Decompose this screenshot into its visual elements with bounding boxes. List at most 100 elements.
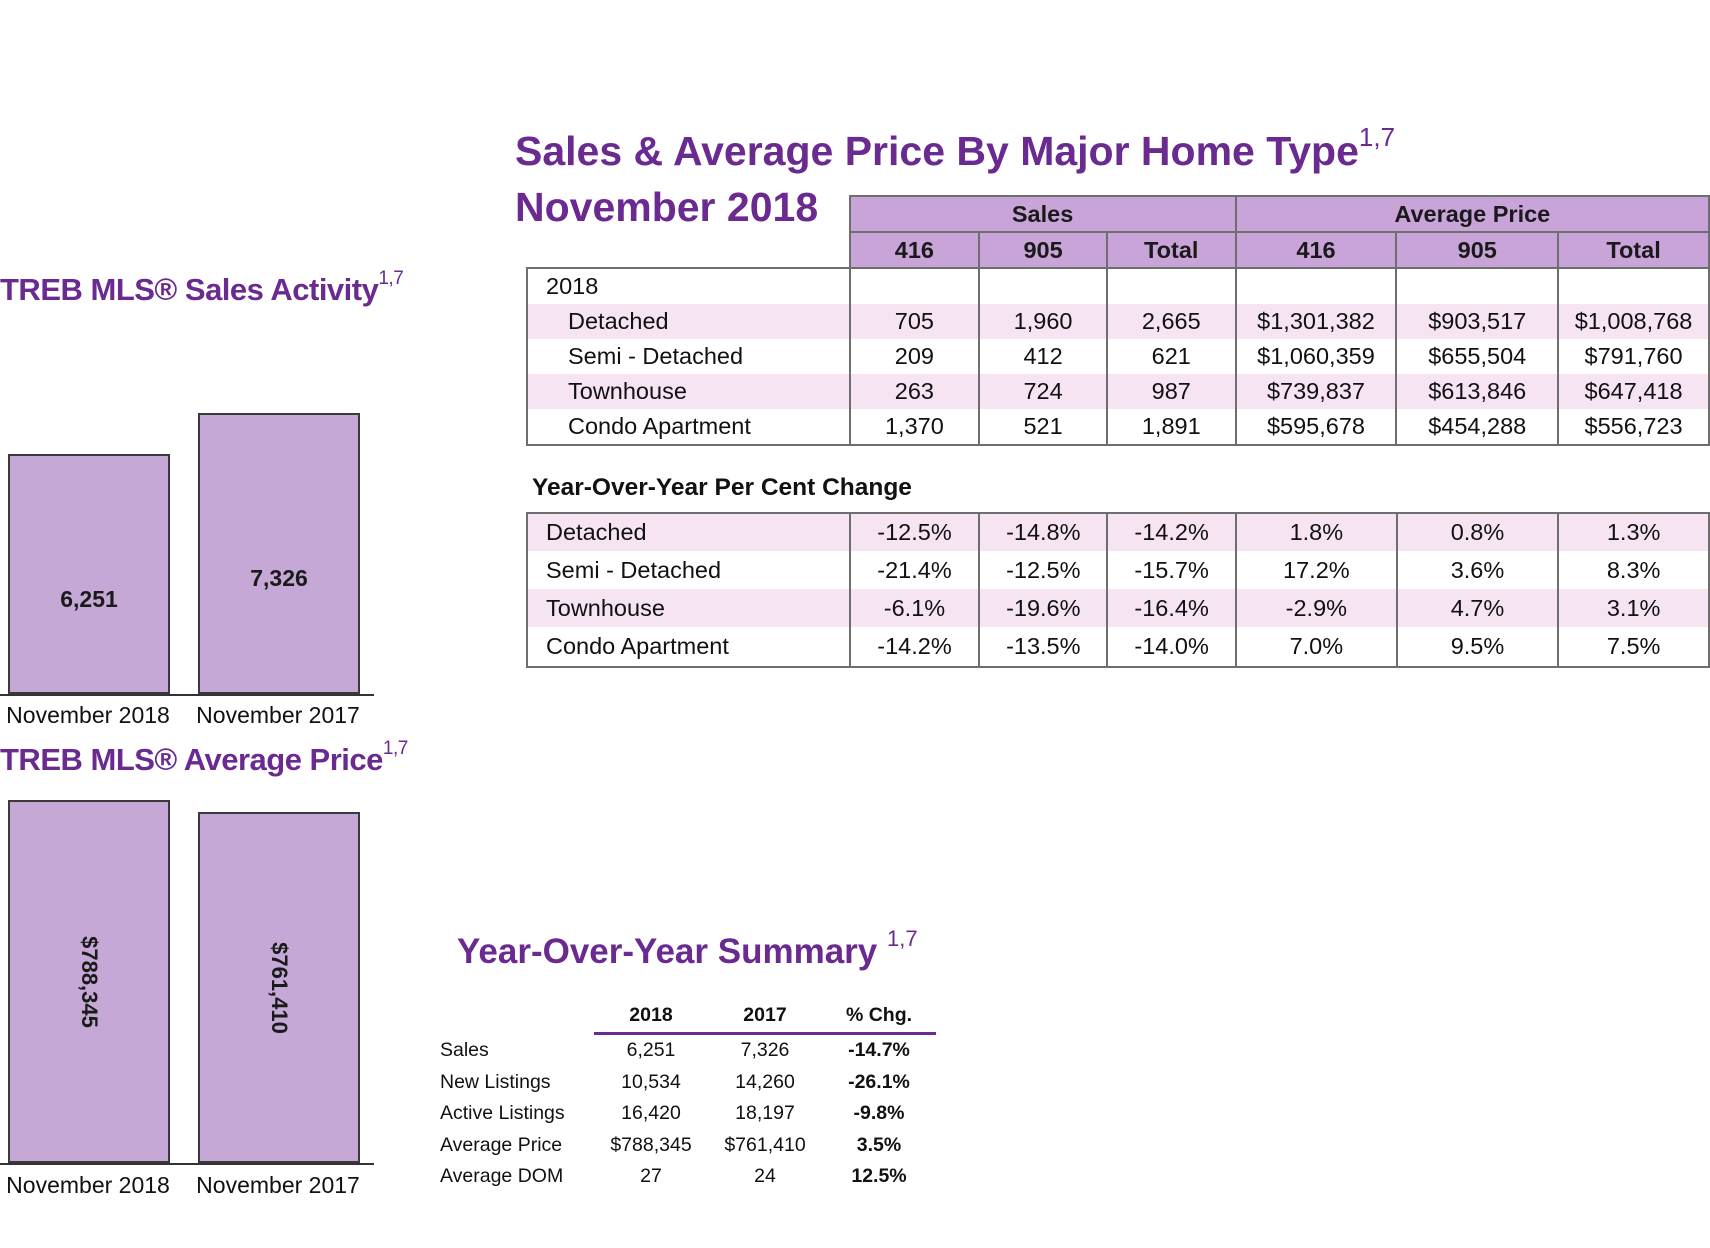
column-header: Total <box>1557 231 1710 269</box>
price-bar-label: $788,345 <box>77 935 102 1028</box>
cell: 7.5% <box>1557 627 1710 668</box>
cell: $613,846 <box>1395 374 1560 409</box>
cell: 621 <box>1105 339 1237 374</box>
sales-x-axis <box>0 694 374 696</box>
cell: $1,060,359 <box>1234 339 1398 374</box>
average-price-title: TREB MLS® Average Price1,7 <box>0 738 408 777</box>
cell: -14.8% <box>978 512 1109 551</box>
column-header: 905 <box>1395 231 1560 269</box>
cell: $655,504 <box>1395 339 1560 374</box>
summary-2017: 14,260 <box>735 1070 795 1093</box>
cell: -13.5% <box>978 627 1109 668</box>
table-row: Detached -12.5% -14.8% -14.2% 1.8% 0.8% … <box>526 512 1710 551</box>
cell: -2.9% <box>1235 589 1398 627</box>
summary-2018: 10,534 <box>621 1070 681 1093</box>
cell: $556,723 <box>1557 409 1710 446</box>
table-row: Semi - Detached 209 412 621 $1,060,359 $… <box>526 339 1710 374</box>
column-header: Total <box>1105 231 1237 269</box>
table-row: Townhouse 263 724 987 $739,837 $613,846 … <box>526 374 1710 409</box>
cell: $595,678 <box>1234 409 1398 446</box>
cell: 9.5% <box>1395 627 1560 668</box>
sales-bar-nov-2017: 7,326 <box>198 413 360 694</box>
summary-title: Year-Over-Year Summary 1,7 <box>457 926 918 971</box>
table-row: Condo Apartment -14.2% -13.5% -14.0% 7.0… <box>526 627 1710 668</box>
table-row: Townhouse -6.1% -19.6% -16.4% -2.9% 4.7%… <box>526 589 1710 627</box>
sales-bar-label: 7,326 <box>250 565 308 591</box>
cell: 1,370 <box>848 409 981 446</box>
sales-bar-label: 6,251 <box>60 586 118 612</box>
home-type-label: Detached <box>526 512 851 551</box>
table-row: Detached 705 1,960 2,665 $1,301,382 $903… <box>526 304 1710 339</box>
summary-2018: $788,345 <box>610 1133 692 1156</box>
cell: 1,960 <box>978 304 1108 339</box>
cell: 705 <box>848 304 981 339</box>
cell: 0.8% <box>1395 512 1560 551</box>
summary-change: -26.1% <box>848 1070 910 1093</box>
cell: -6.1% <box>848 589 981 627</box>
cell: -14.2% <box>1106 512 1238 551</box>
price-bar-nov-2017: $761,410 <box>198 812 360 1163</box>
year-label: 2018 <box>526 267 851 304</box>
home-type-label: Townhouse <box>526 589 851 627</box>
summary-row: Active Listings 16,420 18,197 -9.8% <box>440 1098 936 1130</box>
cell: $647,418 <box>1557 374 1710 409</box>
cell: $1,301,382 <box>1234 304 1398 339</box>
home-type-label: Condo Apartment <box>526 409 851 446</box>
summary-change: -14.7% <box>848 1039 910 1062</box>
summary-label: Active Listings <box>440 1102 565 1125</box>
cell: 7.0% <box>1235 627 1398 668</box>
price-category-label: November 2018 <box>6 1172 170 1198</box>
cell: -12.5% <box>978 551 1109 589</box>
home-type-label: Townhouse <box>526 374 851 409</box>
table-row: Condo Apartment 1,370 521 1,891 $595,678… <box>526 409 1710 446</box>
cell: -21.4% <box>848 551 981 589</box>
price-x-axis <box>0 1163 374 1165</box>
sales-group-header: Sales <box>848 195 1237 233</box>
home-type-label: Detached <box>526 304 851 339</box>
cell: -16.4% <box>1106 589 1238 627</box>
summary-2018: 27 <box>640 1165 662 1188</box>
summary-row: Sales 6,251 7,326 -14.7% <box>440 1034 936 1067</box>
cell: 209 <box>848 339 981 374</box>
cell: 8.3% <box>1557 551 1710 589</box>
year-row: 2018 <box>526 267 1710 304</box>
summary-change: -9.8% <box>853 1102 905 1125</box>
cell: 263 <box>848 374 981 409</box>
home-type-label: Semi - Detached <box>526 339 851 374</box>
cell: 3.1% <box>1557 589 1710 627</box>
summary-row: Average Price $788,345 $761,410 3.5% <box>440 1130 936 1162</box>
cell: $739,837 <box>1234 374 1398 409</box>
major-home-type-title: Sales & Average Price By Major Home Type… <box>515 122 1396 174</box>
summary-2017: 18,197 <box>735 1102 795 1125</box>
average-price-chart: $788,345 $761,410 <box>0 800 380 1165</box>
sales-activity-title: TREB MLS® Sales Activity1,7 <box>0 268 404 307</box>
sales-category-label: November 2017 <box>196 702 360 728</box>
price-category-label: November 2017 <box>196 1172 360 1198</box>
summary-change: 12.5% <box>851 1165 907 1188</box>
cell: -14.0% <box>1106 627 1238 668</box>
summary-header: % Chg. <box>822 998 936 1035</box>
cell: 2,665 <box>1105 304 1237 339</box>
cell: -15.7% <box>1106 551 1238 589</box>
cell: 724 <box>978 374 1108 409</box>
average-price-group-header: Average Price <box>1234 195 1710 233</box>
cell: -12.5% <box>848 512 981 551</box>
summary-label: New Listings <box>440 1070 551 1093</box>
summary-header: 2018 <box>594 998 708 1035</box>
summary-2017: 24 <box>754 1165 776 1188</box>
yoy-change-title: Year-Over-Year Per Cent Change <box>532 474 912 501</box>
summary-row: Average DOM 27 24 12.5% <box>440 1161 936 1193</box>
cell: 412 <box>978 339 1108 374</box>
cell: 987 <box>1105 374 1237 409</box>
sales-bar-nov-2018: 6,251 <box>8 454 170 694</box>
summary-2018: 16,420 <box>621 1102 681 1125</box>
summary-2017: $761,410 <box>724 1133 806 1156</box>
cell: 1.8% <box>1235 512 1398 551</box>
cell: 1,891 <box>1105 409 1237 446</box>
cell: 4.7% <box>1395 589 1560 627</box>
cell: -14.2% <box>848 627 981 668</box>
summary-label: Average DOM <box>440 1165 564 1188</box>
summary-change: 3.5% <box>856 1133 902 1156</box>
summary-label: Average Price <box>440 1133 563 1156</box>
cell: -19.6% <box>978 589 1109 627</box>
